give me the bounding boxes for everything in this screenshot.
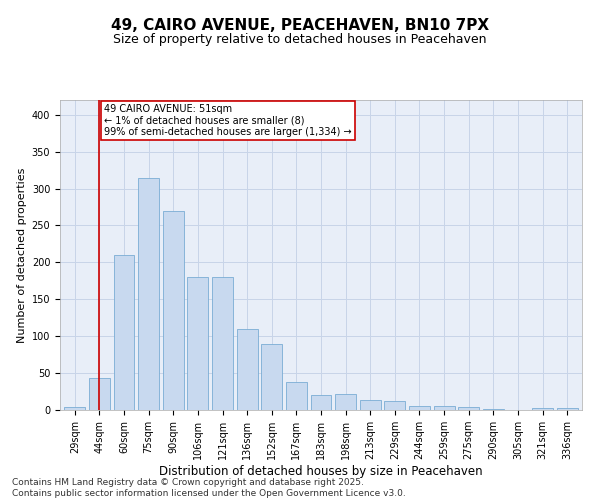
Bar — [434, 406, 455, 410]
Bar — [385, 401, 406, 410]
Bar — [138, 178, 159, 410]
Bar — [409, 406, 430, 410]
Bar — [236, 329, 257, 410]
Bar — [335, 394, 356, 410]
Bar — [113, 255, 134, 410]
Bar — [458, 407, 479, 410]
Bar — [261, 344, 282, 410]
Bar — [286, 382, 307, 410]
Text: Contains HM Land Registry data © Crown copyright and database right 2025.
Contai: Contains HM Land Registry data © Crown c… — [12, 478, 406, 498]
Bar — [532, 408, 553, 410]
Text: 49, CAIRO AVENUE, PEACEHAVEN, BN10 7PX: 49, CAIRO AVENUE, PEACEHAVEN, BN10 7PX — [111, 18, 489, 32]
Text: 49 CAIRO AVENUE: 51sqm
← 1% of detached houses are smaller (8)
99% of semi-detac: 49 CAIRO AVENUE: 51sqm ← 1% of detached … — [104, 104, 352, 137]
Y-axis label: Number of detached properties: Number of detached properties — [17, 168, 28, 342]
X-axis label: Distribution of detached houses by size in Peacehaven: Distribution of detached houses by size … — [159, 465, 483, 478]
Bar — [212, 277, 233, 410]
Bar — [360, 400, 381, 410]
Bar — [64, 407, 85, 410]
Bar — [163, 210, 184, 410]
Bar — [311, 395, 331, 410]
Bar — [557, 408, 578, 410]
Bar — [187, 277, 208, 410]
Bar — [89, 378, 110, 410]
Text: Size of property relative to detached houses in Peacehaven: Size of property relative to detached ho… — [113, 32, 487, 46]
Bar — [483, 408, 504, 410]
